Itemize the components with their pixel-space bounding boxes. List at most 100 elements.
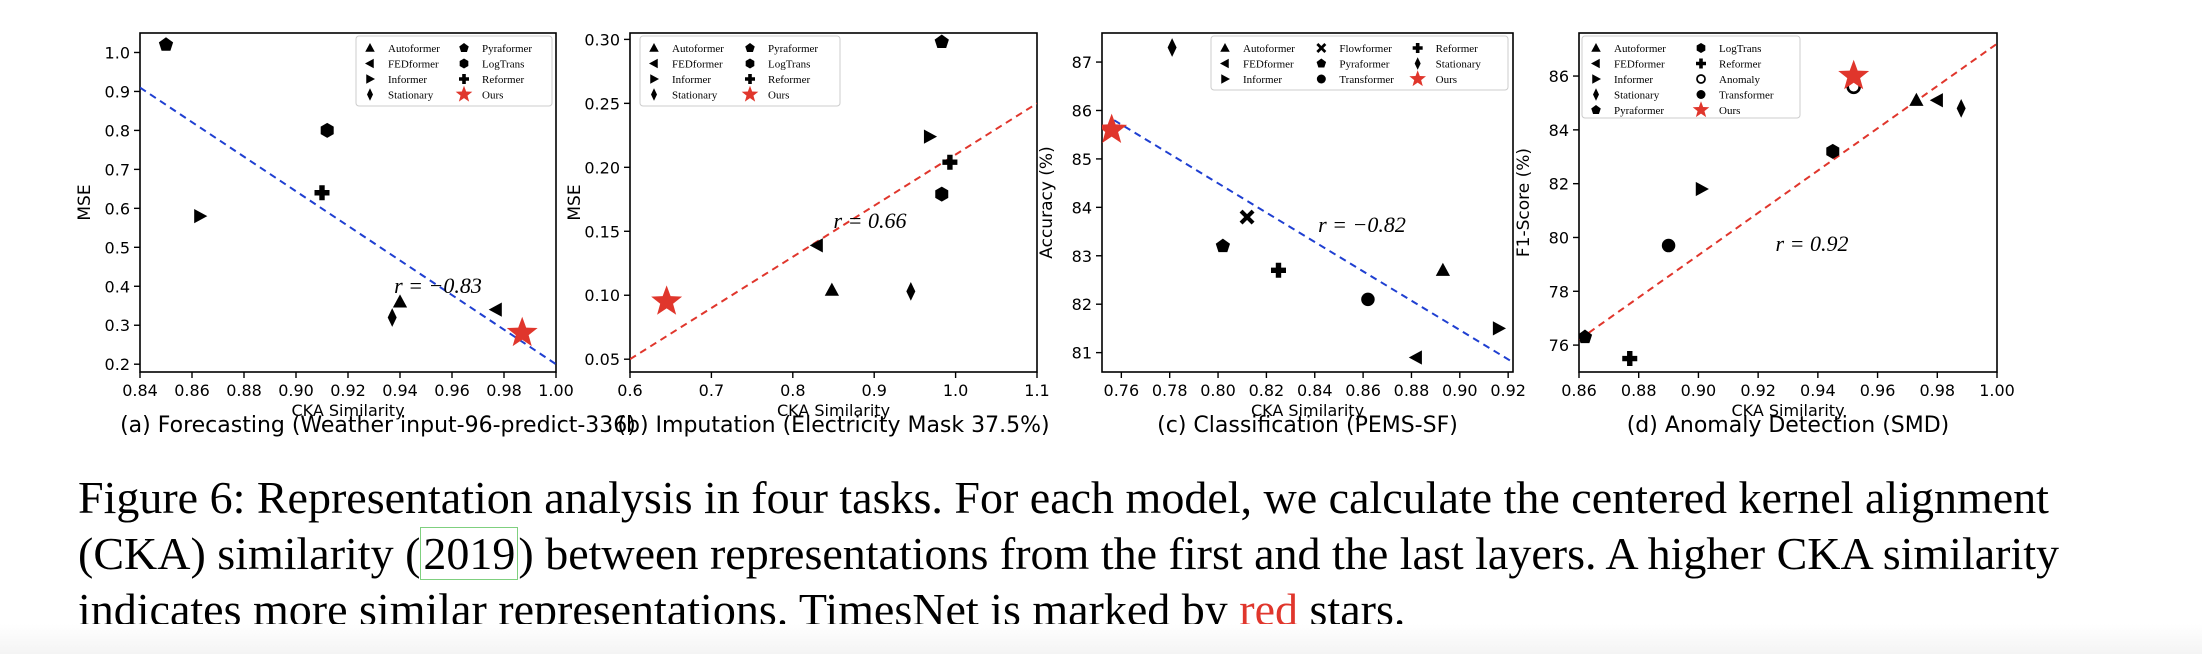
y-tick-label: 85 (1072, 150, 1092, 169)
legend-label-autoformer: Autoformer (1614, 43, 1666, 55)
x-tick-label: 0.90 (1681, 381, 1717, 400)
legend-label-informer: Informer (672, 74, 711, 86)
citation-link[interactable]: 2019 (420, 527, 519, 580)
legend-label-stationary: Stationary (388, 90, 434, 102)
x-axis-label: CKA Similarity (777, 401, 890, 420)
y-axis-label: MSE (565, 184, 585, 220)
y-tick-label: 84 (1549, 121, 1569, 140)
subplot-caption: (a) Forecasting (Weather input-96-predic… (120, 413, 636, 438)
x-tick-label: 0.98 (486, 381, 522, 400)
legend-label-stationary: Stationary (1436, 59, 1482, 71)
legend-label-transformer: Transformer (1719, 90, 1774, 102)
legend-label-ours: Ours (482, 90, 503, 102)
point-informer (1695, 181, 1709, 197)
legend: Autoformer FEDformer Informer Flowformer Pyr… (1210, 35, 1509, 91)
figure-panel: 0.84 0.86 0.88 0.90 0.92 0.94 0.96 0.98 1.00 0.2 0… (75, 30, 2015, 438)
x-tick-label: 0.90 (1442, 381, 1478, 400)
point-stationary (1167, 38, 1177, 57)
x-tick-label: 0.92 (1740, 381, 1776, 400)
correlation-annotation: r = −0.82 (1318, 212, 1406, 237)
legend-label-ours: Ours (1436, 74, 1457, 86)
trend-line (630, 102, 1037, 361)
legend-marker-fedformer (1220, 58, 1229, 69)
legend-marker-autoformer (365, 43, 375, 52)
point-ours (506, 316, 538, 347)
legend-marker-transformer (1696, 90, 1706, 99)
legend-marker-fedformer (649, 58, 658, 69)
y-tick-label: 87 (1072, 53, 1092, 72)
x-tick-label: 0.92 (1490, 381, 1526, 400)
point-stationary (906, 282, 916, 301)
legend-label-informer: Informer (1243, 74, 1282, 86)
x-tick-label: 1.00 (1979, 381, 2015, 400)
legend-label-ours: Ours (1719, 105, 1740, 117)
legend-marker-autoformer (649, 43, 659, 52)
legend-label-informer: Informer (388, 74, 427, 86)
y-tick-label: 0.9 (105, 82, 130, 101)
point-pyraformer (1215, 238, 1231, 253)
point-informer (194, 209, 208, 224)
y-axis-label: F1-Score (%) (1514, 148, 1534, 257)
x-tick-label: 1.0 (943, 381, 968, 400)
y-tick-label: 81 (1072, 344, 1092, 363)
legend-marker-anomaly (1696, 74, 1706, 84)
chart-panel-4: 0.86 0.88 0.90 0.92 0.94 0.96 0.98 1.00 76 78 80 82… (1514, 32, 2015, 438)
legend-marker-logtrans (745, 58, 755, 69)
y-tick-label: 86 (1072, 101, 1092, 120)
legend-marker-pyraformer (745, 43, 755, 53)
x-tick-label: 0.88 (1394, 381, 1430, 400)
point-informer (1492, 321, 1506, 336)
legend-marker-ours (1692, 101, 1710, 118)
x-tick-label: 0.6 (617, 381, 642, 400)
x-tick-label: 0.94 (382, 381, 418, 400)
point-reformer (314, 185, 330, 201)
y-tick-label: 0.10 (584, 286, 620, 305)
legend-label-reformer: Reformer (482, 74, 524, 86)
legend-box (1581, 35, 1801, 119)
legend-label-reformer: Reformer (1436, 43, 1478, 55)
point-transformer (1361, 292, 1375, 307)
y-tick-label: 0.8 (105, 121, 130, 140)
legend-label-informer: Informer (1614, 74, 1653, 86)
y-tick-label: 82 (1549, 175, 1569, 194)
point-stationary (387, 308, 397, 327)
legend-marker-reformer (1696, 58, 1706, 69)
subplot-caption: (c) Classification (PEMS-SF) (1157, 413, 1458, 438)
y-tick-label: 78 (1549, 282, 1569, 301)
legend-label-autoformer: Autoformer (388, 43, 440, 55)
y-tick-label: 0.25 (584, 94, 620, 113)
point-transformer (1661, 238, 1676, 253)
legend-marker-pyraformer (1316, 58, 1327, 68)
x-tick-label: 0.76 (1104, 381, 1140, 400)
legend-label-reformer: Reformer (1719, 59, 1761, 71)
x-tick-label: 0.96 (434, 381, 470, 400)
point-logtrans (320, 122, 334, 138)
legend-marker-fedformer (1591, 58, 1600, 69)
x-tick-label: 0.86 (1561, 381, 1597, 400)
legend-marker-informer (1592, 74, 1601, 84)
point-autoformer (1909, 92, 1924, 106)
x-tick-label: 0.88 (226, 381, 262, 400)
legend-marker-logtrans (459, 58, 469, 69)
point-autoformer (824, 282, 839, 296)
legend-box (639, 35, 841, 107)
legend-marker-stationary (651, 88, 657, 101)
plot-area (630, 34, 1037, 361)
x-tick-label: 0.90 (278, 381, 314, 400)
bottom-shade (0, 624, 2202, 654)
x-tick-label: 0.86 (1345, 381, 1381, 400)
x-tick-label: 0.92 (330, 381, 366, 400)
legend-marker-ours (741, 85, 759, 102)
legend-marker-informer (366, 74, 375, 84)
legend-label-fedformer: FEDformer (1243, 59, 1294, 71)
x-tick-label: 0.7 (699, 381, 724, 400)
point-pyraformer (158, 37, 174, 51)
legend-marker-fedformer (365, 58, 374, 69)
legend-label-pyraformer: Pyraformer (482, 43, 532, 55)
x-tick-label: 1.1 (1024, 381, 1049, 400)
legend-label-fedformer: FEDformer (1614, 59, 1665, 71)
point-autoformer (392, 294, 408, 308)
x-tick-label: 0.88 (1621, 381, 1657, 400)
point-fedformer (809, 238, 823, 253)
x-tick-label: 0.96 (1860, 381, 1896, 400)
